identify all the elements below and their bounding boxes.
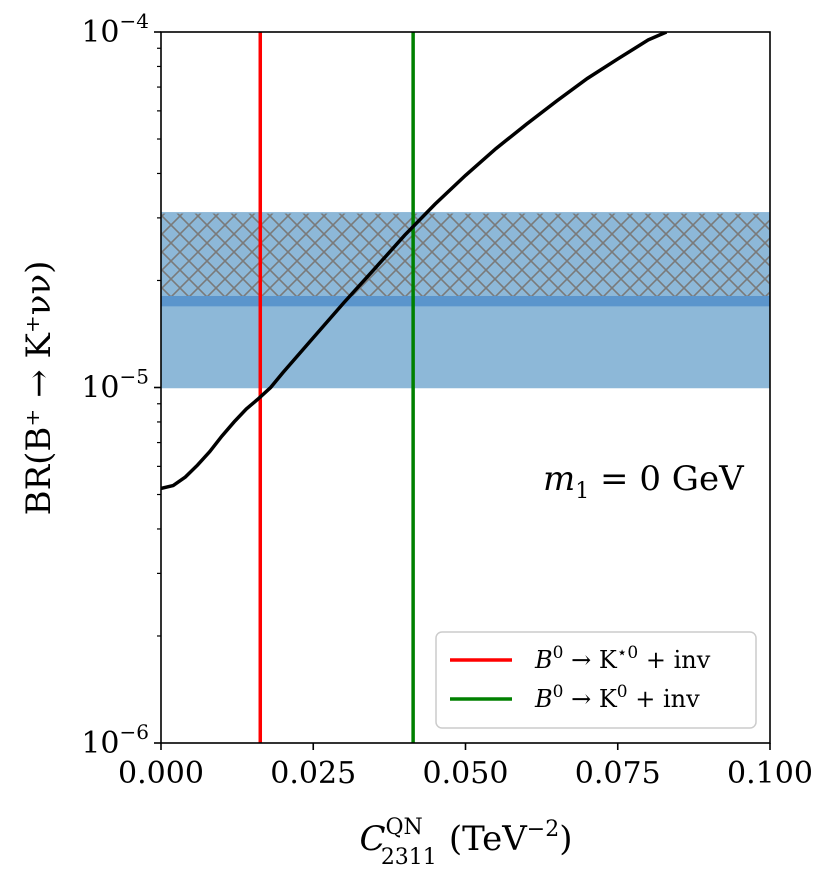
mass-annotation: m1 = 0 GeV [543,459,745,504]
x-tick-label: 0.075 [575,756,661,791]
hatched-band [161,212,770,298]
x-tick-label: 0.050 [423,756,509,791]
y-tick-label: 10−5 [81,365,149,406]
bands [161,212,770,389]
x-ticks: 0.000 0.025 0.050 0.075 0.100 [118,743,813,791]
y-tick-label: 10−6 [81,720,149,761]
legend: B0 → K⋆0 + inv B0 → K0 + inv [435,631,757,729]
x-tick-label: 0.000 [118,756,204,791]
legend-label: B0 → K0 + inv [534,682,700,713]
plot-area [161,32,770,743]
x-tick-label: 0.100 [727,756,813,791]
legend-box [435,631,757,729]
x-axis-label: CQN 2311 (TeV−2) [360,815,573,870]
solid-band [161,296,770,307]
y-ticks: 10−6 10−5 10−4 [81,9,161,761]
y-tick-label: 10−4 [81,9,149,50]
x-tick-label: 0.025 [270,756,356,791]
legend-entry: B0 → K⋆0 + inv [450,643,711,674]
legend-entry: B0 → K0 + inv [450,682,700,713]
curve-line [161,32,668,491]
y-axis-label: BR(B⁺ → K⁺νν) [19,261,59,516]
vertical-lines [258,32,415,743]
legend-label: B0 → K⋆0 + inv [534,643,711,674]
solid-band [161,304,770,389]
